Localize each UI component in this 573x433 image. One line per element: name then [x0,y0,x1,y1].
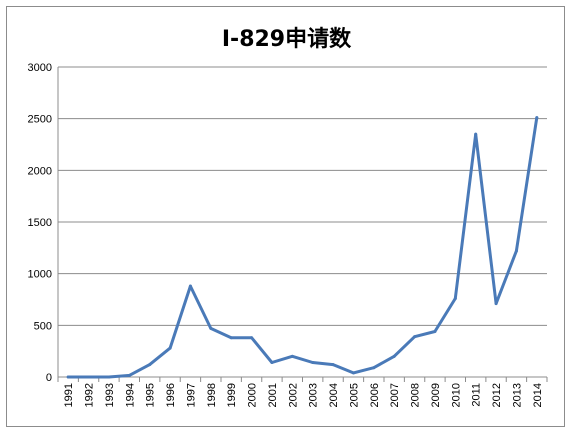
data-point [392,354,396,358]
x-tick-label: 2000 [247,383,259,407]
x-tick-label: 1996 [165,383,177,407]
data-point [331,363,335,367]
x-tick-label: 2010 [450,383,462,407]
data-point [290,354,294,358]
data-point [372,366,376,370]
x-tick-label: 1997 [185,383,197,407]
x-tick-label: 2003 [308,383,320,407]
data-point [453,296,457,300]
series-line [66,116,539,379]
data-point [229,336,233,340]
y-tick-label: 1500 [28,217,52,229]
data-point [311,361,315,365]
x-tick-label: 2005 [348,383,360,407]
x-tick-label: 1994 [124,383,136,407]
x-tick-label: 2001 [267,383,279,407]
data-point [535,116,539,120]
data-point [148,363,152,367]
data-point [168,346,172,350]
x-tick-label: 2011 [471,383,483,407]
data-point [514,249,518,253]
chart-title: I-829申请数 [221,27,352,52]
data-point [209,326,213,330]
data-point [433,330,437,334]
x-tick-label: 1995 [145,383,157,407]
data-point [270,361,274,365]
x-tick-label: 2002 [287,383,299,407]
y-tick-label: 0 [46,372,52,384]
data-point [413,335,417,339]
data-point [127,373,131,377]
data-point [87,375,91,379]
x-tick-label: 1998 [206,383,218,407]
data-point [494,302,498,306]
y-tick-label: 3000 [28,62,52,74]
y-tick-label: 2500 [28,114,52,126]
x-tick-label: 2014 [532,383,544,407]
x-tick-label: 2008 [410,383,422,407]
x-tick-label: 2006 [369,383,381,407]
data-point [188,284,192,288]
data-point [351,371,355,375]
data-point [250,336,254,340]
x-tick-label: 1999 [226,383,238,407]
x-tick-label: 2013 [511,383,523,407]
data-point [474,132,478,136]
x-tick-label: 1993 [104,383,116,407]
y-tick-label: 500 [34,320,52,332]
x-tick-label: 2012 [491,383,503,407]
data-point [66,375,70,379]
x-tick-label: 1991 [63,383,75,407]
data-point [107,375,111,379]
x-tick-label: 1992 [84,383,96,407]
x-tick-label: 2004 [328,383,340,407]
x-tick-label: 2009 [430,383,442,407]
x-tick-label: 2007 [389,383,401,407]
y-tick-label: 2000 [28,165,52,177]
y-tick-label: 1000 [28,269,52,281]
